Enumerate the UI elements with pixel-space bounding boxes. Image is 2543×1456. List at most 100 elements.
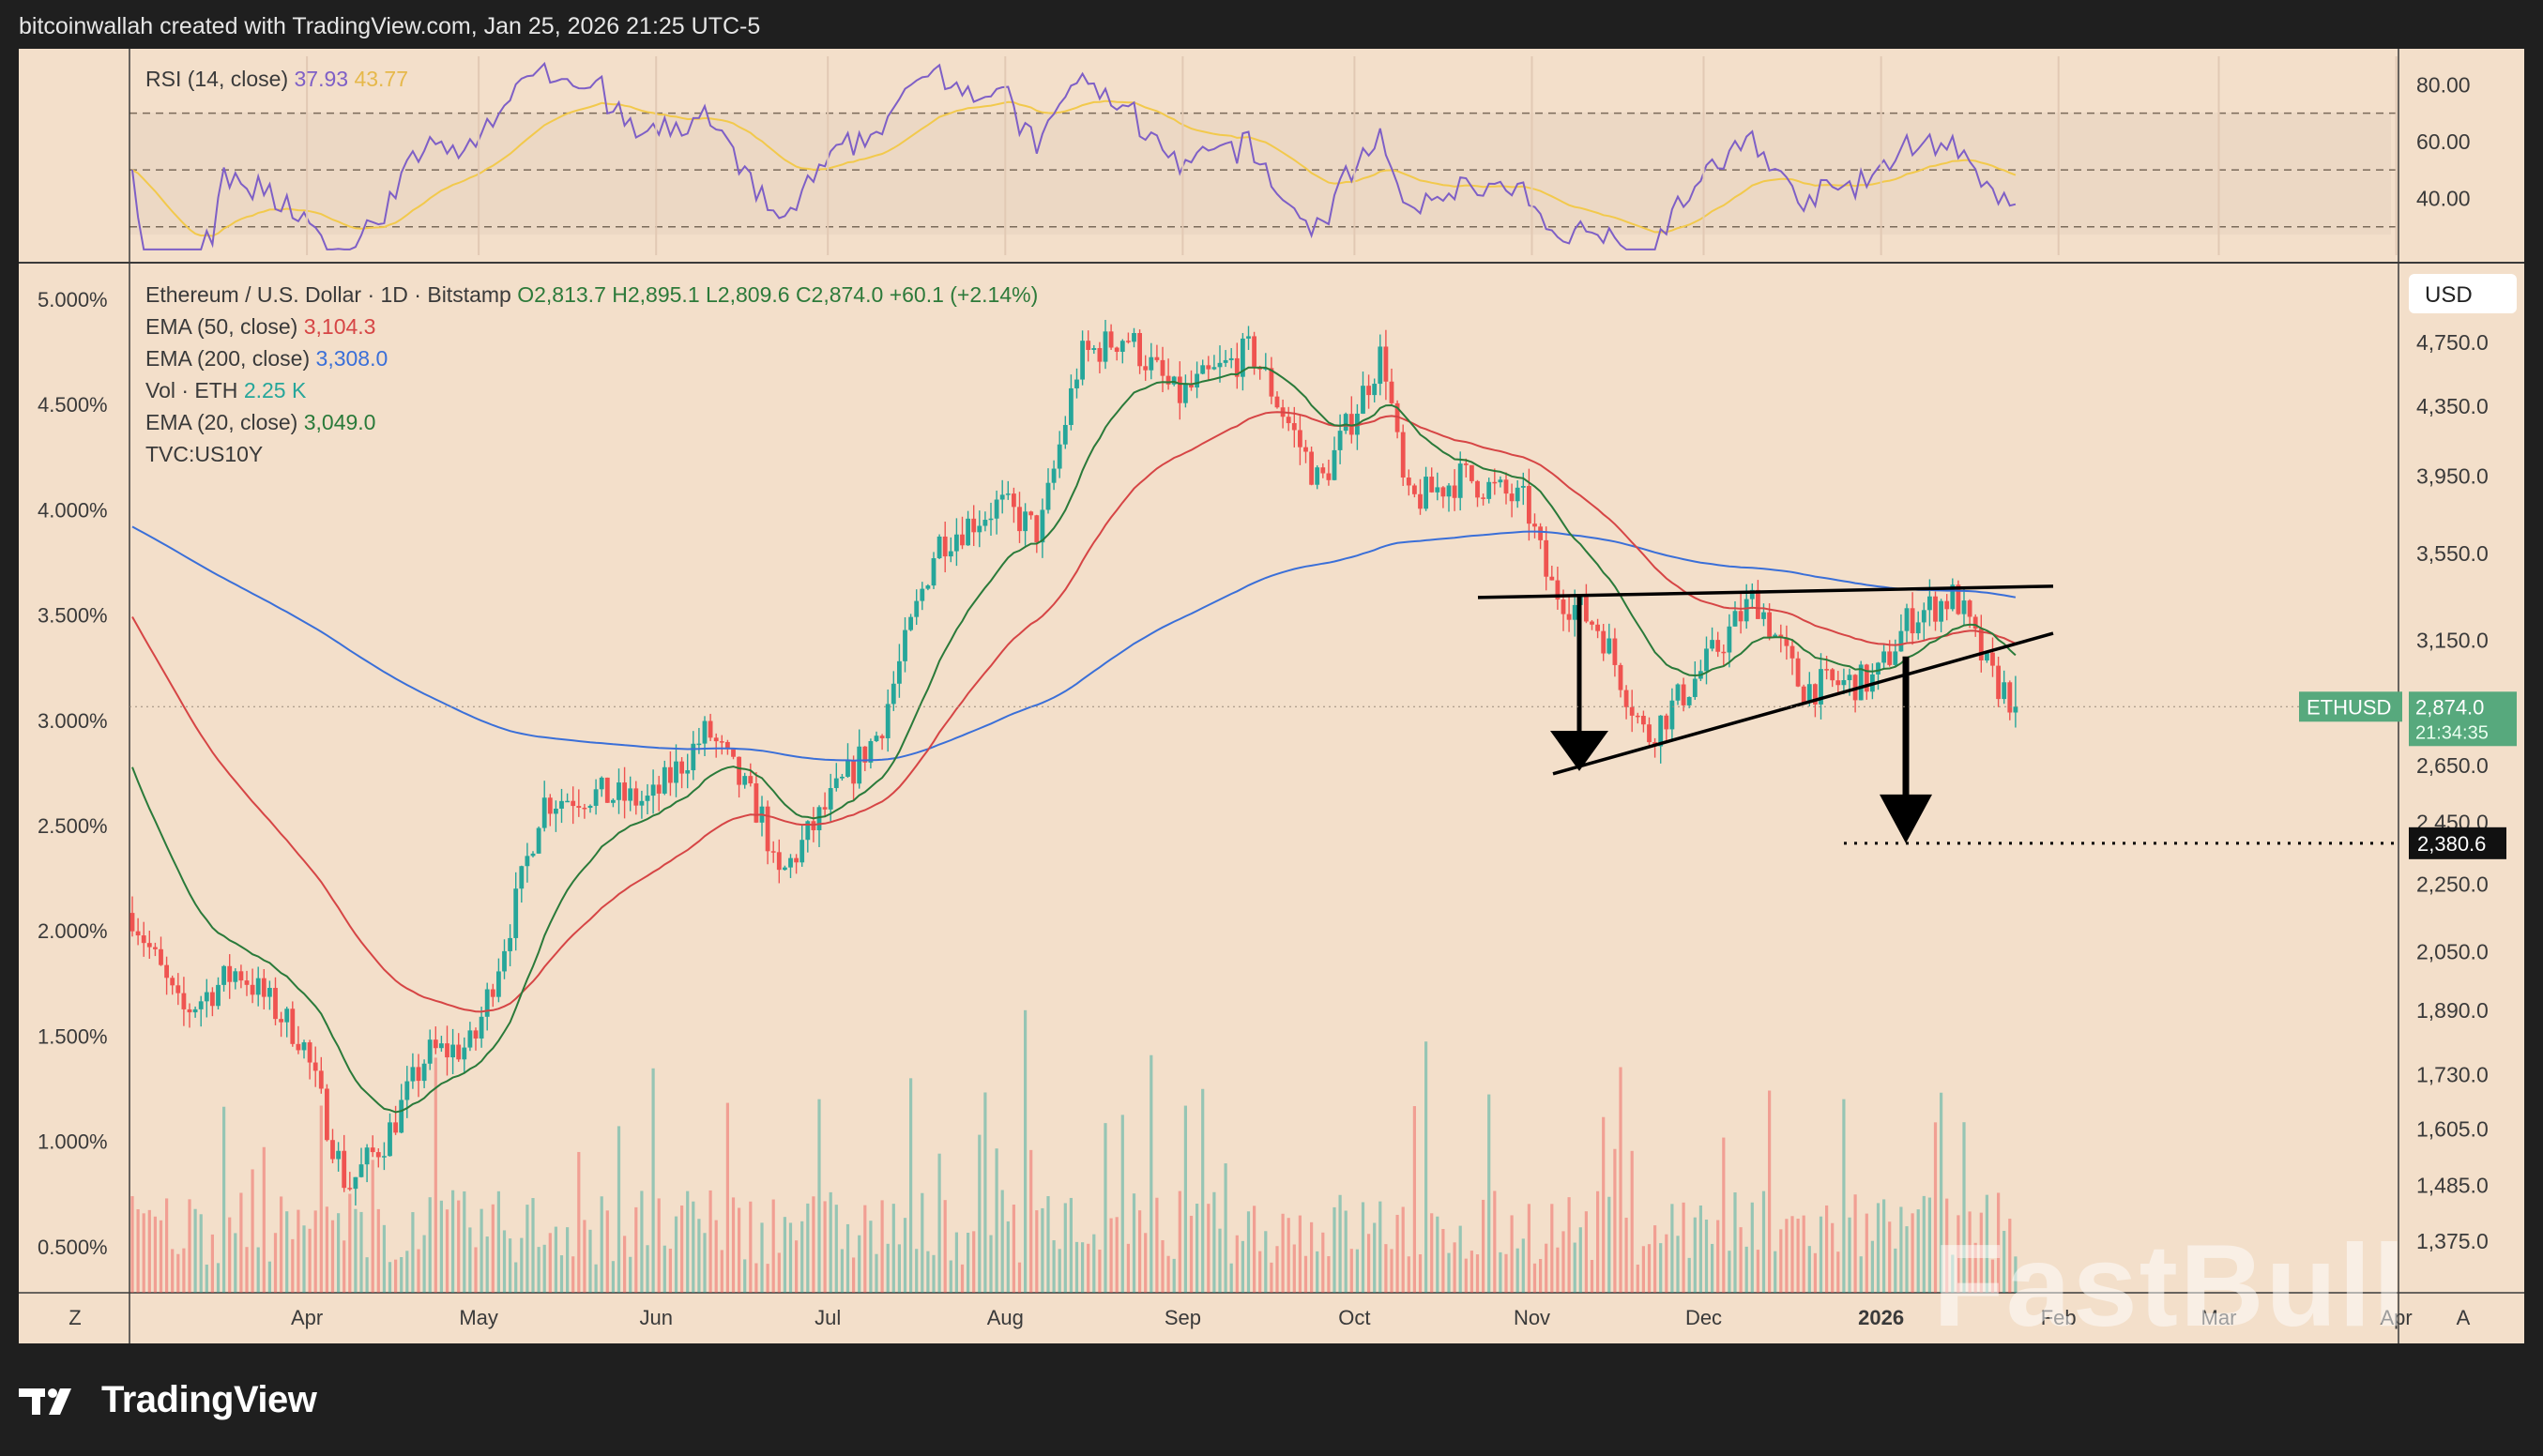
candle-body: [1744, 599, 1749, 622]
volume-bar: [680, 1205, 684, 1293]
candle-body: [822, 807, 828, 810]
volume-bar: [1281, 1213, 1285, 1293]
volume-bar: [1441, 1229, 1445, 1293]
candle-body: [547, 797, 553, 814]
candle-body: [1463, 463, 1469, 465]
volume-bar: [2002, 1231, 2006, 1293]
candle-body: [1927, 596, 1932, 611]
volume-bar: [1418, 1254, 1423, 1293]
volume-bar: [1865, 1213, 1868, 1293]
candle-body: [484, 989, 490, 1017]
candle-body: [1967, 600, 1972, 617]
breakdown-arrowhead: [1880, 794, 1932, 843]
yield-tick-label: 5.000%: [38, 288, 108, 311]
indicator-legend: EMA (20, close) 3,049.0: [145, 410, 375, 434]
volume-bar: [1859, 1256, 1863, 1293]
volume-bar: [617, 1126, 621, 1293]
candle-body: [1669, 700, 1675, 730]
candle-body: [576, 806, 582, 808]
candle-body: [942, 536, 948, 557]
volume-bar: [932, 1254, 936, 1293]
volume-bar: [989, 1235, 993, 1293]
candle-body: [462, 1047, 467, 1060]
volume-bar: [509, 1238, 512, 1293]
volume-bar: [1573, 1242, 1576, 1293]
candle-body: [1978, 629, 1984, 661]
price-tick-label: 2,650.0: [2416, 753, 2489, 778]
volume-bar: [1659, 1243, 1663, 1293]
volume-bar: [1150, 1054, 1153, 1293]
volume-bars: [130, 1009, 2018, 1293]
indicator-name: Vol · ETH: [145, 378, 244, 402]
volume-bar: [273, 1233, 278, 1293]
candle-body: [977, 525, 982, 533]
candle-body: [146, 943, 152, 948]
rsi-line: [131, 61, 2017, 250]
candle-body: [948, 551, 953, 557]
volume-bar: [937, 1153, 941, 1293]
volume-bar: [1430, 1213, 1434, 1293]
candle-body: [175, 985, 181, 993]
candle-body: [1996, 665, 2001, 700]
target-price-value: 2,380.6: [2417, 832, 2486, 856]
candle-body: [141, 935, 146, 944]
volume-bar: [1504, 1253, 1508, 1293]
yield-tick-label: 1.000%: [38, 1130, 108, 1154]
candle-body: [1252, 336, 1256, 367]
volume-bar: [1258, 1251, 1262, 1293]
candle-body: [358, 1164, 364, 1177]
candle-body: [1681, 684, 1686, 705]
candle-body: [679, 761, 684, 774]
volume-bar: [159, 1220, 163, 1293]
volume-bar: [1063, 1203, 1067, 1293]
volume-bar: [1756, 1250, 1759, 1293]
volume-bar: [525, 1205, 529, 1293]
volume-bar: [1825, 1205, 1829, 1293]
candle-body: [1366, 386, 1371, 396]
candle-body: [874, 736, 879, 741]
volume-bar: [674, 1216, 678, 1293]
volume-bar: [1545, 1243, 1548, 1293]
volume-bar: [600, 1196, 603, 1293]
candle-body: [1618, 664, 1623, 690]
volume-bar: [760, 1222, 764, 1293]
candle-body: [1887, 651, 1893, 665]
volume-bar: [394, 1259, 398, 1293]
volume-bar: [869, 1221, 873, 1293]
volume-bar: [428, 1197, 432, 1293]
candle-body: [1858, 664, 1864, 701]
candle-body: [1801, 686, 1806, 704]
candle-body: [2007, 682, 2013, 713]
volume-bar: [1367, 1234, 1371, 1293]
candle-body: [1486, 481, 1492, 499]
candle-body: [742, 776, 748, 785]
candle-body: [788, 857, 793, 868]
volume-bar: [1035, 1210, 1039, 1293]
volume-bar: [1069, 1197, 1073, 1293]
volume-bar: [954, 1232, 958, 1293]
candle-body: [261, 978, 266, 997]
candle-body: [1612, 638, 1618, 665]
candle-body: [1727, 626, 1732, 653]
candle-body: [410, 1067, 416, 1082]
tradingview-logo[interactable]: TradingView: [19, 1379, 317, 1421]
volume-bar: [554, 1226, 557, 1293]
candle-body: [593, 789, 599, 806]
volume-bar: [858, 1235, 861, 1293]
volume-bar: [256, 1247, 260, 1293]
volume-bar: [1607, 1196, 1611, 1293]
fastbull-watermark: FastBull: [1933, 1221, 2408, 1351]
candle-body: [1475, 480, 1480, 498]
time-tick-label: Sep: [1165, 1306, 1201, 1329]
volume-bar: [583, 1220, 586, 1293]
candle-body: [840, 776, 845, 779]
tradingview-wordmark: TradingView: [101, 1379, 317, 1420]
volume-bar: [1550, 1204, 1554, 1293]
candle-body: [1847, 675, 1852, 681]
volume-bar: [1905, 1226, 1909, 1293]
volume-bar: [1933, 1122, 1938, 1293]
timezone-button: Z: [69, 1306, 81, 1329]
candle-body: [508, 937, 512, 951]
volume-bar: [359, 1211, 363, 1293]
